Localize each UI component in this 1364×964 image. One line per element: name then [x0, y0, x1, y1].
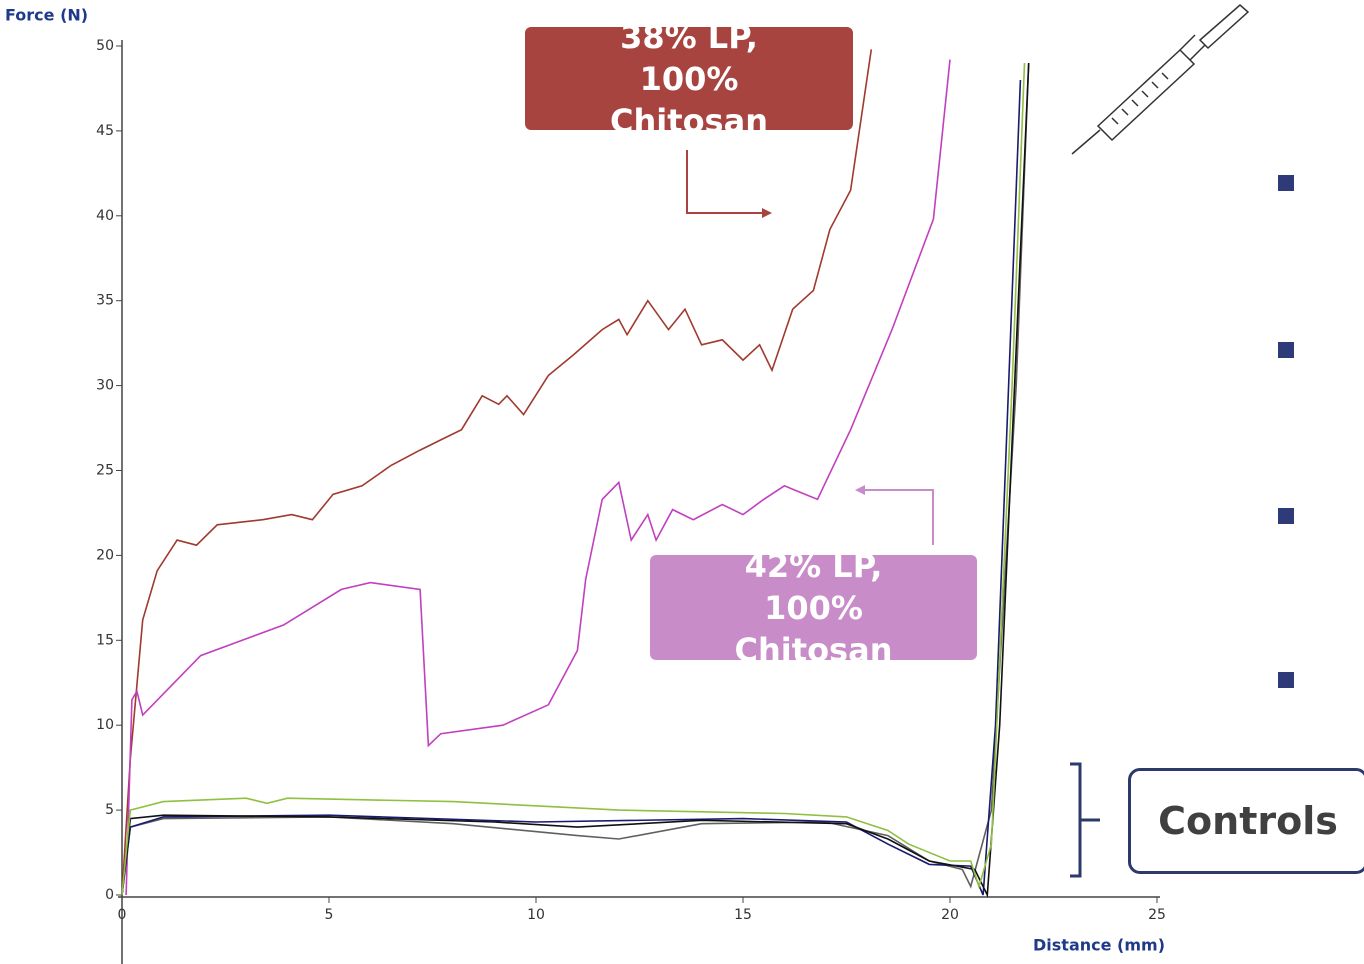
y-tick-label: 50: [96, 38, 114, 54]
annotation-box: Controls: [1128, 768, 1364, 874]
bullet: [1278, 342, 1294, 358]
y-tick-label: 20: [96, 547, 114, 563]
y-tick-label: 25: [96, 463, 114, 479]
syringe-icon: [1072, 5, 1248, 154]
series-line: [122, 80, 1020, 895]
arrow: [862, 490, 933, 545]
annotation-box: 38% LP, 100% Chitosan: [525, 27, 853, 130]
x-tick-label: 0: [118, 907, 127, 923]
x-axis-label: Distance (mm): [1033, 936, 1165, 955]
bracket: [1070, 764, 1100, 876]
x-tick-label: 20: [941, 907, 959, 923]
x-tick-label: 10: [527, 907, 545, 923]
series-line: [122, 63, 1029, 895]
x-tick-label: 15: [734, 907, 752, 923]
y-tick-label: 10: [96, 717, 114, 733]
y-tick-label: 0: [105, 887, 114, 903]
y-tick-label: 30: [96, 378, 114, 394]
arrow-head: [762, 208, 772, 218]
x-tick-label: 5: [325, 907, 334, 923]
arrow-head: [855, 485, 865, 495]
y-tick-label: 15: [96, 632, 114, 648]
x-tick-label: 25: [1148, 907, 1166, 923]
bullet: [1278, 672, 1294, 688]
series-line: [122, 49, 871, 895]
bullet: [1278, 175, 1294, 191]
y-axis-label: Force (N): [5, 6, 88, 25]
y-tick-label: 40: [96, 208, 114, 224]
annotation-box: 42% LP, 100% Chitosan: [650, 555, 977, 660]
series-line: [126, 60, 950, 895]
annotation: Controls: [1158, 799, 1338, 843]
y-tick-label: 5: [105, 802, 114, 818]
bullet: [1278, 508, 1294, 524]
annotation: 38% LP, 100% Chitosan: [569, 16, 809, 142]
page: {"chart_data": {"type": "line", "ylabel"…: [0, 0, 1364, 964]
series-line: [122, 63, 1029, 895]
y-tick-label: 35: [96, 293, 114, 309]
y-tick-label: 45: [96, 123, 114, 139]
annotation: 42% LP, 100% Chitosan: [694, 545, 934, 671]
series-line: [122, 63, 1025, 895]
arrow: [687, 150, 765, 213]
